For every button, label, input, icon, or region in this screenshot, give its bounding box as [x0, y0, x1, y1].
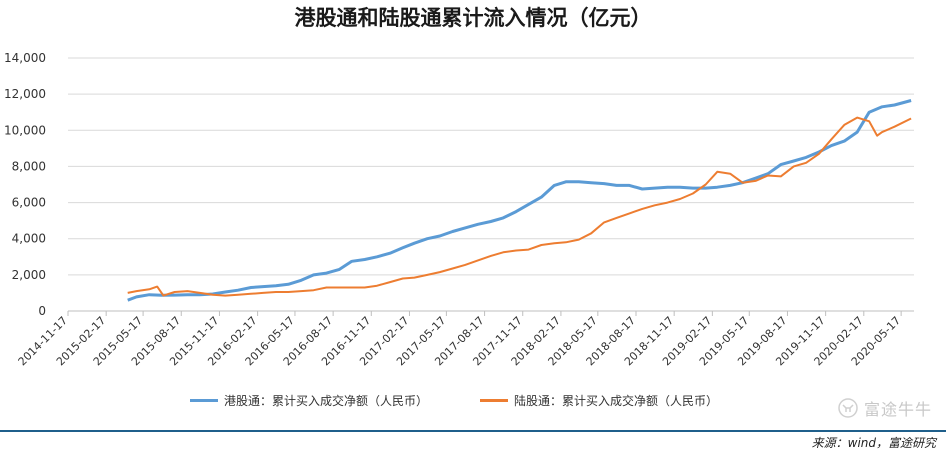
legend-swatch-hk: [190, 399, 218, 402]
chart-title: 港股通和陆股通累计流入情况（亿元）: [294, 6, 652, 30]
legend-item-lu: 陆股通：累计买入成交净额（人民币）: [480, 392, 718, 409]
futu-bull-icon: [838, 398, 858, 418]
legend-label-hk: 港股通：累计买入成交净额（人民币）: [224, 394, 429, 408]
gridlines: [68, 57, 914, 312]
legend: 港股通：累计买入成交净额（人民币） 陆股通：累计买入成交净额（人民币）: [180, 392, 840, 410]
line-chart: 02,0004,0006,0008,00010,00012,00014,000 …: [4, 51, 914, 368]
footer-divider: [0, 430, 946, 432]
watermark: 富途牛牛: [838, 396, 932, 420]
y-tick-label: 14,000: [4, 51, 46, 65]
y-tick-label: 12,000: [4, 87, 46, 101]
y-tick-label: 6,000: [12, 196, 46, 210]
y-axis: 0 2,000 4,000 6,000 8,000 10,000 12,000 14,000: [4, 51, 46, 318]
source-text: 来源：wind，富途研究: [811, 436, 936, 450]
series-lines: [127, 99, 912, 302]
legend-item-hk: 港股通：累计买入成交净额（人民币）: [190, 392, 428, 409]
legend-swatch-lu: [480, 399, 508, 402]
source-note: 来源：wind，富途研究: [812, 434, 936, 451]
y-tick-label: 0: [38, 304, 46, 318]
y-tick-label: 8,000: [12, 159, 46, 173]
x-axis: 2014-11-172015-02-172015-05-172015-08-17…: [16, 311, 903, 368]
series-line-hk: [127, 99, 912, 302]
watermark-text: 富途牛牛: [863, 400, 932, 419]
y-tick-label: 10,000: [4, 123, 46, 137]
y-tick-label: 2,000: [12, 268, 46, 282]
legend-label-lu: 陆股通：累计买入成交净额（人民币）: [514, 394, 719, 408]
y-tick-label: 4,000: [12, 232, 46, 246]
series-line-lu: [127, 116, 912, 297]
